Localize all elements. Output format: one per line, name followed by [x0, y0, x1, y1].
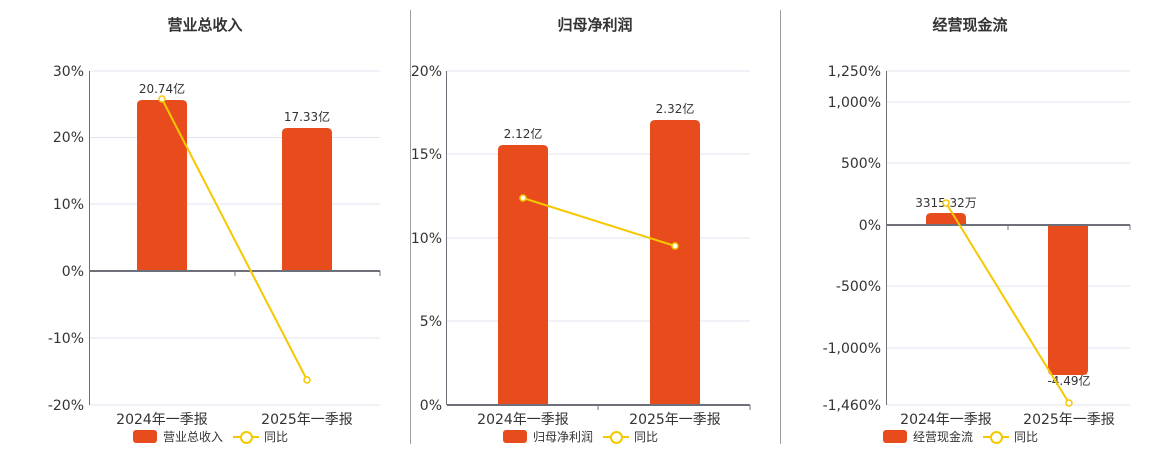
- line-legend-swatch: [233, 430, 260, 444]
- y-tick: 10%: [53, 197, 84, 213]
- y-tick: 15%: [411, 147, 442, 163]
- y-tick: 1,250%: [828, 64, 881, 80]
- chart-title: 经营现金流: [932, 16, 1008, 34]
- bar-legend-swatch: [503, 430, 527, 443]
- chart-plot: 30% 20% 10% 0% -10% -20% 20.74亿 17.33亿 2…: [48, 64, 381, 428]
- chart-title: 营业总收入: [167, 16, 243, 34]
- bar-label: 17.33亿: [284, 109, 330, 124]
- y-tick: 10%: [411, 231, 442, 247]
- yoy-line: [945, 202, 1070, 404]
- legend-label[interactable]: 同比: [264, 430, 289, 444]
- y-tick: 0%: [859, 218, 881, 234]
- chart-legend[interactable]: 经营现金流 同比: [883, 428, 1038, 445]
- y-tick: 5%: [420, 314, 442, 330]
- chart-legend[interactable]: 营业总收入 同比: [133, 428, 288, 445]
- y-tick: 0%: [62, 264, 84, 280]
- chart-title: 归母净利润: [557, 16, 633, 34]
- legend-label[interactable]: 同比: [1014, 430, 1039, 444]
- line-point[interactable]: [519, 194, 527, 202]
- chart-panel-operating-cash-flow: 经营现金流 1,250% 1,000% 500% 0% -500% -1,000…: [780, 0, 1160, 450]
- bar-label: 2.12亿: [504, 126, 543, 141]
- line-legend-swatch: [983, 430, 1010, 444]
- line-point[interactable]: [158, 95, 166, 103]
- x-tick: 2024年一季报: [477, 412, 569, 428]
- chart-plot: 20% 15% 10% 5% 0% 2.12亿 2.32亿 2024年一季报 2…: [411, 64, 751, 428]
- x-tick: 2024年一季报: [116, 412, 208, 428]
- y-tick: -10%: [48, 331, 84, 347]
- chart-plot: 1,250% 1,000% 500% 0% -500% -1,000% -1,4…: [823, 64, 1131, 428]
- bar[interactable]: [282, 128, 332, 271]
- chart-panel-net-profit: 归母净利润 20% 15% 10% 5% 0% 2.12亿 2.32亿 2024…: [410, 0, 780, 450]
- bar-label: -4.49亿: [1047, 373, 1090, 388]
- legend-label[interactable]: 归母净利润: [533, 430, 594, 444]
- x-tick: 2025年一季报: [1023, 412, 1115, 428]
- y-tick: 1,000%: [828, 95, 881, 111]
- legend-label[interactable]: 经营现金流: [913, 430, 974, 444]
- y-tick: -1,460%: [823, 398, 881, 414]
- bar-label: 2.32亿: [656, 101, 695, 116]
- y-tick: 30%: [53, 64, 84, 80]
- y-tick: -1,000%: [823, 341, 881, 357]
- x-tick: 2025年一季报: [261, 412, 353, 428]
- panel-divider: [780, 10, 781, 444]
- line-point[interactable]: [303, 376, 311, 384]
- panel-divider: [410, 10, 411, 444]
- bar-legend-swatch: [133, 430, 157, 443]
- bar-legend-swatch: [883, 430, 907, 443]
- x-tick: 2025年一季报: [629, 412, 721, 428]
- bar[interactable]: [137, 100, 187, 271]
- legend-label[interactable]: 同比: [634, 430, 659, 444]
- legend-label[interactable]: 营业总收入: [163, 430, 224, 444]
- yoy-line: [522, 197, 676, 247]
- bar[interactable]: [650, 120, 700, 405]
- y-tick: -20%: [48, 398, 84, 414]
- x-tick: 2024年一季报: [900, 412, 992, 428]
- yoy-line: [161, 98, 308, 381]
- bar[interactable]: [1048, 225, 1088, 375]
- bar[interactable]: [498, 145, 548, 405]
- line-point[interactable]: [942, 199, 950, 207]
- chart-legend[interactable]: 归母净利润 同比: [503, 428, 658, 445]
- line-point[interactable]: [671, 242, 679, 250]
- bar-label: 20.74亿: [139, 81, 185, 96]
- chart-panel-revenue: 营业总收入 30% 20% 10% 0% -10% -20% 20.74亿 17…: [0, 0, 410, 450]
- line-point[interactable]: [1065, 399, 1073, 407]
- y-tick: 20%: [411, 64, 442, 80]
- y-tick: 20%: [53, 130, 84, 146]
- y-tick: 500%: [841, 156, 881, 172]
- y-tick: 0%: [420, 398, 442, 414]
- bar[interactable]: [926, 213, 966, 225]
- y-tick: -500%: [836, 279, 881, 295]
- line-legend-swatch: [603, 430, 630, 444]
